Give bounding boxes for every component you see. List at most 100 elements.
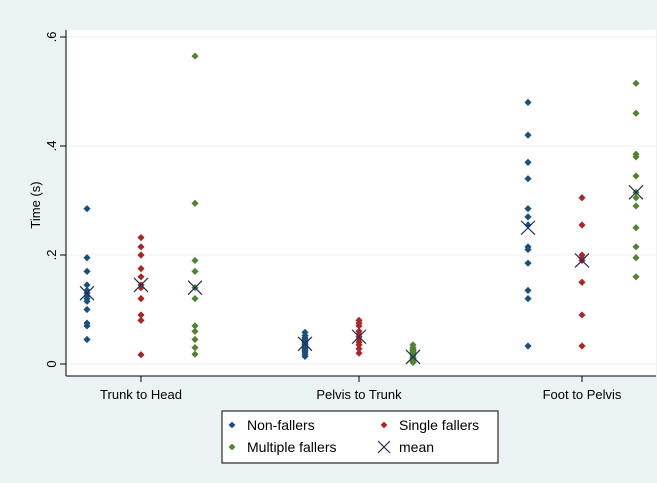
data-point — [191, 295, 199, 303]
data-point — [191, 327, 199, 335]
mean-marker-stroke — [574, 253, 590, 268]
y-tick-label: 0 — [44, 360, 59, 367]
data-point — [524, 342, 532, 350]
mean-marker-stroke — [133, 277, 149, 293]
mean-markers — [79, 184, 644, 365]
y-tick-label: .2 — [44, 250, 59, 261]
mean-marker-stroke — [405, 349, 421, 365]
data-point — [632, 109, 640, 117]
data-point — [524, 158, 532, 166]
data-point — [137, 284, 145, 292]
mean-marker-stroke — [79, 285, 95, 301]
mean-marker — [405, 349, 421, 365]
data-point — [83, 335, 91, 344]
data-point — [632, 202, 640, 210]
legend-item: Multiple fallers — [228, 439, 336, 455]
data-point — [191, 267, 199, 275]
data-point — [83, 297, 91, 305]
data-point — [83, 305, 91, 314]
data-point — [409, 358, 417, 366]
data-point — [524, 205, 532, 213]
mean-marker-stroke — [351, 329, 367, 345]
data-point — [578, 342, 586, 350]
data-point — [355, 345, 363, 353]
data-point — [137, 233, 145, 242]
data-point — [301, 352, 309, 360]
mean-marker — [297, 336, 313, 352]
data-point — [191, 52, 199, 60]
data-point — [191, 350, 199, 358]
legend-diamond-icon — [228, 421, 236, 429]
data-point — [191, 344, 199, 352]
data-point — [524, 175, 532, 183]
grid-lines — [66, 36, 656, 365]
data-point — [137, 351, 145, 359]
data-point — [83, 205, 91, 213]
data-point — [83, 267, 91, 275]
data-point — [83, 254, 91, 262]
data-point — [524, 213, 532, 221]
x-ticks: Trunk to Head Pelvis to Trunk Foot to Pelv… — [100, 376, 622, 402]
legend-box — [221, 410, 499, 464]
x-tick-label: Pelvis to Trunk — [316, 387, 402, 402]
data-point — [191, 322, 199, 330]
mean-marker — [187, 280, 203, 296]
legend-x-icon — [377, 440, 391, 454]
data-point — [632, 172, 640, 180]
data-point — [137, 251, 145, 259]
data-point — [524, 245, 532, 254]
mean-marker-stroke — [628, 184, 644, 200]
data-point — [578, 311, 586, 319]
legend-label: mean — [399, 439, 434, 455]
legend-item: Single fallers — [380, 417, 479, 433]
data-point — [137, 273, 145, 281]
y-ticks: 0 .2 .4 .6 — [44, 32, 66, 368]
data-point — [137, 243, 145, 251]
data-point — [632, 153, 640, 161]
data-point — [191, 256, 199, 265]
legend-items: Non-fallers Single fallers Multiple faller… — [228, 417, 479, 455]
legend-x-stroke — [377, 440, 391, 454]
data-point — [137, 316, 145, 324]
data-point — [632, 79, 640, 87]
data-point — [524, 286, 532, 295]
legend-diamond-icon — [228, 443, 236, 451]
data-point — [578, 194, 586, 202]
data-point — [83, 322, 91, 330]
mean-marker-stroke — [520, 220, 536, 236]
legend-item: mean — [377, 439, 434, 455]
data-point — [524, 221, 532, 229]
data-point — [355, 322, 363, 330]
data-point — [191, 199, 199, 207]
data-point — [355, 349, 363, 357]
mean-marker — [351, 329, 367, 345]
data-point — [524, 131, 532, 139]
data-point — [83, 281, 91, 289]
x-tick-label: Foot to Pelvis — [543, 387, 622, 402]
data-point — [137, 265, 145, 273]
y-axis-title: Time (s) — [28, 181, 43, 228]
plot-area — [66, 30, 656, 376]
data-point — [632, 243, 640, 251]
data-point — [578, 278, 586, 286]
mean-marker — [520, 220, 536, 236]
mean-marker — [574, 253, 590, 268]
mean-marker-stroke — [187, 280, 203, 296]
legend-label: Non-fallers — [247, 417, 315, 433]
x-tick-label: Trunk to Head — [100, 387, 182, 402]
data-point — [524, 259, 532, 267]
data-point — [137, 295, 145, 303]
data-point — [524, 98, 532, 106]
legend-diamond-icon — [380, 421, 388, 429]
y-tick-label: .6 — [44, 32, 59, 43]
legend-label: Single fallers — [399, 417, 479, 433]
mean-marker — [628, 184, 644, 200]
data-point — [578, 221, 586, 229]
data-point — [632, 273, 640, 281]
legend-item: Non-fallers — [228, 417, 315, 433]
data-point — [524, 295, 532, 303]
data-point — [191, 335, 199, 344]
y-tick-label: .4 — [44, 141, 59, 152]
data-point — [632, 224, 640, 232]
